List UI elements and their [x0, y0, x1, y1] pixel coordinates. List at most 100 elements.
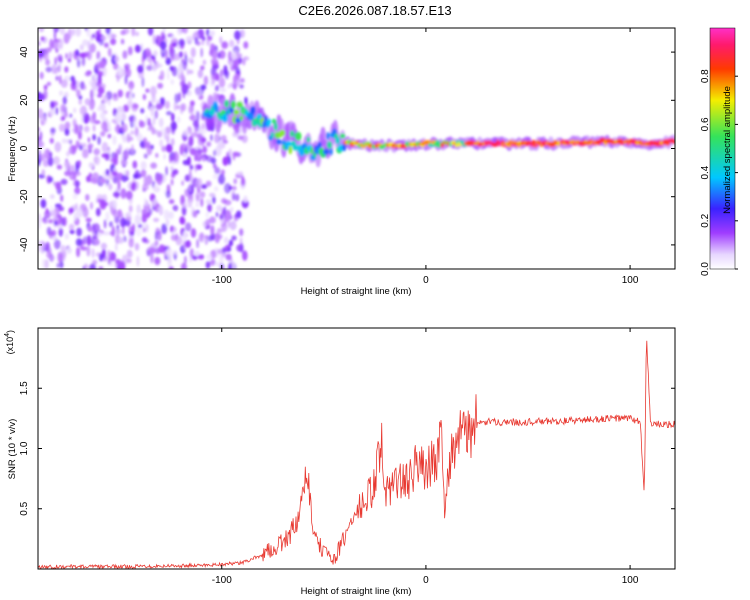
- noise-blob: [134, 242, 140, 251]
- colorbar-tick-label: 0.0: [700, 262, 711, 276]
- noise-blob: [167, 73, 170, 81]
- noise-blob: [77, 160, 82, 167]
- noise-blob: [66, 151, 70, 157]
- ridge-cell: [323, 148, 330, 155]
- noise-blob: [82, 266, 86, 269]
- noise-blob: [136, 204, 141, 214]
- noise-blob: [123, 219, 131, 226]
- noise-blob: [161, 244, 166, 254]
- ridge-cell: [326, 141, 333, 149]
- noise-blob: [110, 33, 117, 39]
- noise-blob: [115, 228, 122, 235]
- noise-blob: [219, 87, 227, 93]
- noise-blob: [220, 214, 224, 220]
- noise-blob: [49, 38, 54, 50]
- noise-blob: [227, 219, 231, 228]
- noise-blob: [233, 217, 239, 222]
- noise-blob: [205, 261, 211, 269]
- noise-blob: [86, 28, 91, 37]
- noise-blob: [54, 141, 62, 153]
- noise-blob: [120, 123, 128, 133]
- noise-blob: [197, 69, 204, 79]
- noise-blob: [122, 235, 127, 243]
- noise-blob: [141, 76, 145, 88]
- ridge-cell: [230, 100, 236, 110]
- noise-blob: [179, 51, 183, 58]
- noise-blob: [211, 50, 219, 59]
- noise-blob: [171, 169, 179, 175]
- noise-blob: [165, 143, 173, 153]
- noise-blob: [78, 99, 82, 105]
- noise-blob: [225, 253, 232, 261]
- noise-blob: [74, 187, 81, 195]
- colorbar-tick-label: 0.8: [700, 69, 711, 83]
- noise-blob: [196, 238, 200, 249]
- noise-blob: [69, 229, 75, 235]
- noise-blob: [208, 192, 216, 198]
- noise-blob: [56, 164, 63, 170]
- noise-blob: [199, 191, 206, 198]
- snr-multiplier-close: ): [5, 330, 15, 333]
- snr-xlabel: Height of straight line (km): [301, 586, 412, 597]
- noise-blob: [154, 256, 161, 266]
- noise-blob: [158, 206, 164, 214]
- noise-blob: [151, 96, 156, 104]
- noise-blob: [155, 39, 158, 44]
- spectrogram-ytick-label: 40: [19, 46, 30, 58]
- noise-blob: [54, 56, 58, 66]
- noise-blob: [68, 223, 75, 231]
- noise-blob: [190, 47, 196, 58]
- noise-blob: [170, 234, 178, 241]
- noise-blob: [195, 191, 200, 199]
- noise-blob: [105, 169, 110, 176]
- noise-blob: [96, 35, 100, 43]
- noise-blob: [190, 132, 196, 138]
- noise-blob: [103, 219, 107, 229]
- noise-blob: [80, 246, 88, 251]
- noise-blob: [48, 219, 54, 224]
- noise-blob: [135, 227, 142, 237]
- noise-blob: [216, 205, 223, 212]
- noise-blob: [82, 112, 90, 124]
- noise-blob: [144, 48, 151, 58]
- noise-blob: [72, 193, 78, 200]
- noise-blob: [176, 116, 181, 124]
- noise-blob: [101, 141, 109, 153]
- noise-blob: [230, 51, 237, 61]
- noise-blob: [181, 103, 187, 112]
- noise-blob: [227, 246, 232, 252]
- noise-blob: [235, 171, 244, 176]
- noise-blob: [76, 89, 81, 98]
- noise-blob: [168, 266, 174, 269]
- noise-blob: [207, 203, 212, 213]
- noise-blob: [156, 130, 163, 138]
- noise-blob: [188, 104, 194, 114]
- noise-blob: [64, 121, 71, 130]
- noise-blob: [111, 225, 115, 237]
- noise-blob: [69, 139, 73, 145]
- noise-blob: [102, 83, 106, 89]
- noise-blob: [160, 47, 166, 58]
- noise-blob: [126, 133, 131, 143]
- noise-blob: [53, 67, 59, 75]
- noise-blob: [194, 163, 198, 173]
- noise-blob: [157, 82, 164, 89]
- noise-blob: [120, 38, 125, 45]
- noise-blob: [188, 182, 192, 193]
- spectrogram-xtick-label: 100: [622, 275, 639, 286]
- noise-blob: [113, 191, 120, 198]
- noise-blob: [93, 120, 101, 125]
- noise-blob: [189, 248, 194, 258]
- noise-blob: [80, 113, 84, 124]
- noise-blob: [68, 147, 72, 155]
- noise-blob: [221, 224, 229, 232]
- snr-xtick-label: 0: [423, 575, 429, 586]
- noise-blob: [166, 111, 172, 116]
- noise-blob: [96, 50, 101, 60]
- noise-blob: [116, 106, 124, 113]
- noise-blob: [38, 28, 45, 33]
- noise-blob: [60, 79, 68, 88]
- noise-blob: [234, 30, 241, 40]
- noise-blob: [134, 169, 140, 176]
- ridge-cell: [276, 139, 282, 145]
